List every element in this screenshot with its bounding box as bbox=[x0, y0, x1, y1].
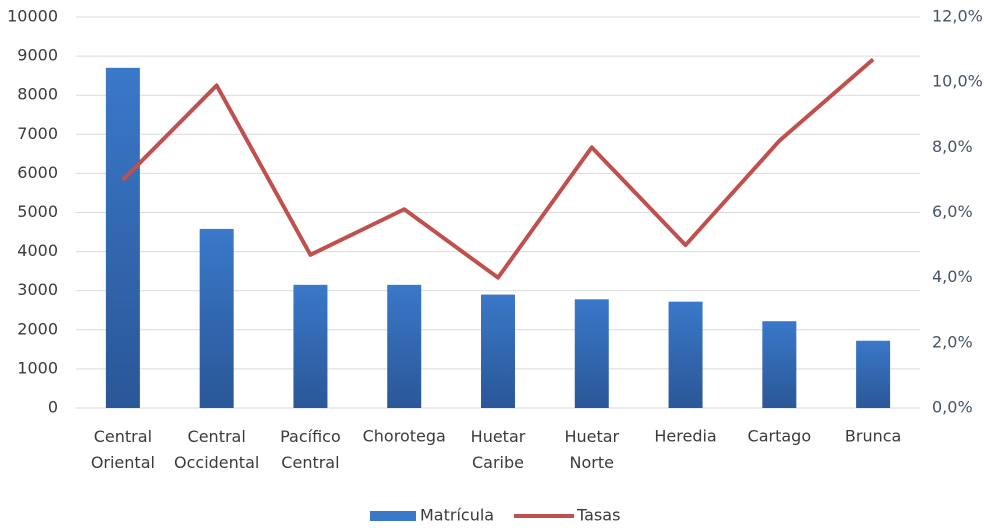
x-tick-label: Heredia bbox=[654, 427, 716, 446]
bar bbox=[856, 340, 891, 408]
y-tick-label: 0 bbox=[48, 398, 58, 417]
y-tick-label: 2000 bbox=[17, 319, 58, 338]
line-series bbox=[121, 57, 875, 280]
y-tick-label: 7000 bbox=[17, 124, 58, 143]
x-tick-label: Pacífico Central bbox=[280, 427, 341, 472]
bar bbox=[293, 284, 328, 408]
y-tick-label: 4000 bbox=[17, 241, 58, 260]
y2-tick-label: 4,0% bbox=[932, 267, 973, 286]
x-tick-label: Cartago bbox=[748, 427, 812, 446]
y-tick-label: 5000 bbox=[17, 202, 58, 221]
y-tick-label: 3000 bbox=[17, 280, 58, 299]
y-tick-label: 6000 bbox=[17, 163, 58, 182]
y-tick-label: 8000 bbox=[17, 85, 58, 104]
y-tick-label: 9000 bbox=[17, 46, 58, 65]
y2-tick-label: 12,0% bbox=[932, 7, 983, 26]
y-tick-label: 10000 bbox=[7, 7, 58, 26]
legend-label: Matrícula bbox=[420, 506, 494, 525]
bar bbox=[481, 294, 515, 408]
x-tick-label: Chorotega bbox=[363, 427, 446, 446]
y2-tick-label: 2,0% bbox=[932, 332, 973, 351]
y2-tick-label: 0,0% bbox=[932, 398, 973, 417]
x-tick-label: Huetar Norte bbox=[564, 427, 619, 472]
y-tick-label: 1000 bbox=[17, 358, 58, 377]
bar bbox=[574, 299, 609, 408]
x-tick-label: Huetar Caribe bbox=[471, 427, 526, 472]
legend-swatch bbox=[370, 511, 416, 521]
bar bbox=[105, 67, 140, 408]
x-tick-label: Brunca bbox=[845, 427, 901, 446]
y2-tick-label: 10,0% bbox=[932, 72, 983, 91]
bar bbox=[762, 321, 797, 408]
y2-tick-label: 8,0% bbox=[932, 137, 973, 156]
x-tick-label: Central Occidental bbox=[174, 427, 259, 472]
y2-tick-label: 6,0% bbox=[932, 202, 973, 221]
bar bbox=[199, 228, 234, 408]
legend-label: Tasas bbox=[576, 506, 620, 525]
x-tick-label: Central Oriental bbox=[91, 427, 155, 472]
bar bbox=[668, 301, 703, 408]
bar bbox=[387, 284, 422, 408]
